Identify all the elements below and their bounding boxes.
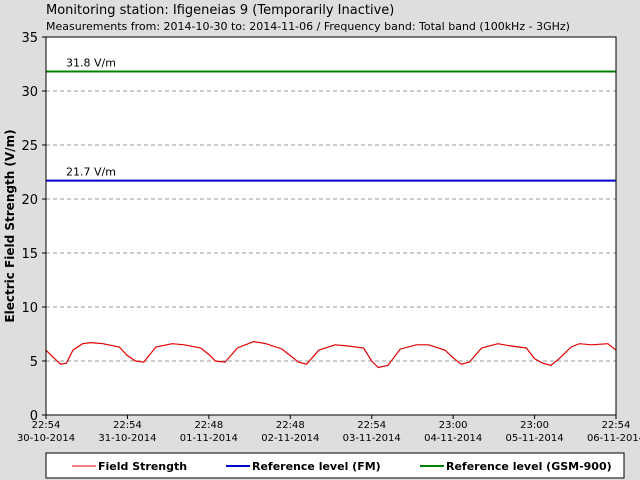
chart-title: Monitoring station: Ifigeneias 9 (Tempor… [46,3,394,18]
y-tick-label: 10 [21,301,38,316]
grid [46,90,616,362]
y-ticks: 0 5 10 15 20 25 30 35 [21,31,46,424]
plot-area [46,37,616,415]
y-tick-label: 20 [21,193,38,208]
x-tick-date: 02-11-2014 [261,433,319,444]
x-tick-date: 06-11-2014 [587,433,640,444]
x-tick-time: 22:54 [357,420,386,431]
x-tick-time: 22:48 [276,420,305,431]
x-tick-time: 22:54 [32,420,61,431]
plot-frame [45,36,617,416]
y-axis-label: Electric Field Strength (V/m) [3,129,17,322]
y-tick-label: 0 [30,409,38,424]
x-tick-time: 22:54 [113,420,142,431]
chart-subtitle: Measurements from: 2014-10-30 to: 2014-1… [46,20,570,33]
series [45,340,617,369]
x-tick-date: 03-11-2014 [343,433,401,444]
legend [45,452,625,479]
reference-lines: 21.7 V/m 31.8 V/m [46,57,616,182]
y-tick-label: 15 [21,247,38,262]
field-strength-line [45,340,617,369]
x-tick-time: 23:00 [520,420,549,431]
y-tick-label: 30 [21,85,38,100]
x-tick-time: 23:00 [439,420,468,431]
legend-label: Reference level (FM) [252,460,381,473]
legend-items: Field Strength Reference level (FM) Refere… [72,460,612,473]
y-tick-label: 25 [21,139,38,154]
x-tick-date: 30-10-2014 [17,433,75,444]
y-tick-label: 35 [21,31,38,46]
legend-label: Field Strength [98,460,187,473]
x-tick-time: 22:54 [602,420,631,431]
reference-line-label: 31.8 V/m [66,57,116,70]
y-tick-label: 5 [30,355,38,370]
legend-label: Reference level (GSM-900) [446,460,612,473]
x-tick-date: 01-11-2014 [180,433,238,444]
x-tick-time: 22:48 [194,420,223,431]
x-tick-date: 05-11-2014 [506,433,564,444]
reference-line-label: 21.7 V/m [66,166,116,179]
x-ticks: 22:54 30-10-2014 22:54 31-10-2014 22:48 01-11… [17,415,640,444]
x-tick-date: 31-10-2014 [98,433,156,444]
x-tick-date: 04-11-2014 [424,433,482,444]
